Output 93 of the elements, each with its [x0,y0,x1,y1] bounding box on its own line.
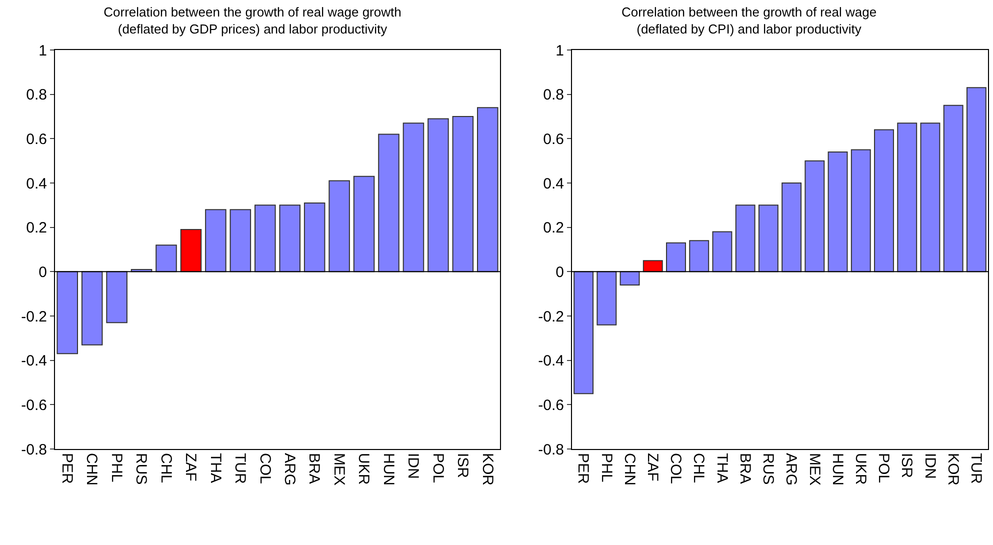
bar [328,180,350,272]
bar [402,122,424,272]
y-tick-label: -0.6 [538,396,564,414]
x-tick-label: COL [256,453,274,484]
bar [712,231,732,272]
x-tick-label: CHL [690,453,708,484]
x-tick-label: KOR [944,453,962,486]
bar [828,151,848,272]
bar [477,107,498,272]
bar [735,204,756,272]
x-tick-label: ZAF [182,453,200,482]
bar [620,271,640,286]
bar [205,209,226,272]
bar [452,116,474,272]
x-tick-label: POL [875,453,892,484]
bar [596,271,617,326]
x-tick-label: BRA [306,453,323,484]
bar [180,229,202,272]
x-tick-label: COL [667,453,684,484]
bar [850,149,871,272]
x-tick-label: CHN [83,453,100,486]
x-tick-label: RUS [760,453,777,485]
x-tick-label: UKR [355,453,372,485]
x-tick-label: PER [574,453,592,484]
bar [156,244,177,272]
y-tick-label: 1 [556,42,564,60]
bar [920,122,940,272]
y-tick-label: -0.2 [538,308,564,326]
y-tick-label: 0.4 [26,175,47,192]
bar [758,204,778,272]
x-tick-label: PER [58,453,76,484]
y-tick-label: 0.6 [26,130,47,148]
y-tick-label: -0.4 [21,352,47,370]
chart-title: Correlation between the growth of real wage (deflated by CPI) and labor productivity [621,4,877,36]
chart-title: Correlation between the growth of real wage growth (deflated by GDP prices) and labor productivity [104,4,402,36]
y-tick-label: -0.6 [21,396,47,414]
bar [689,240,710,272]
bar [897,122,918,272]
x-tick-label: CHN [620,453,638,486]
x-tick-label: TUR [968,453,985,484]
y-tick-label: -0.4 [538,352,564,370]
y-tick-label: 0.4 [543,175,564,192]
x-tick-label: TUR [232,453,249,484]
x-tick-label: ARG [782,453,800,486]
bar [81,271,103,346]
y-tick-label: 0.2 [26,220,47,237]
bar [642,260,663,272]
x-tick-label: PHL [108,453,125,482]
bar [574,271,594,394]
x-tick-label: ISR [454,453,472,478]
bar [254,204,276,272]
bar [966,87,986,272]
y-tick-label: 0 [38,264,47,281]
x-tick-label: IDN [404,453,422,479]
bar [353,176,375,272]
x-tick-label: MEX [330,453,348,486]
x-tick-label: KOR [478,453,496,486]
y-tick-label: 0.8 [543,86,564,104]
bar [666,242,686,272]
x-tick-label: CHL [157,453,174,484]
x-tick-label: THA [206,453,224,483]
y-tick-label: -0.8 [538,441,564,458]
y-tick-label: 1 [38,42,47,60]
x-tick-label: BRA [736,453,754,484]
x-tick-label: ISR [898,453,916,478]
bar [378,134,400,272]
x-tick-label: IDN [921,453,938,479]
x-tick-label: RUS [132,453,150,485]
bar [804,160,825,272]
bar [304,202,326,272]
bar [106,271,128,324]
y-tick-label: 0 [556,264,564,281]
bar [56,271,78,354]
y-tick-label: 0.2 [543,220,564,237]
x-tick-label: HUN [380,453,397,486]
bar [943,104,964,272]
bar [874,129,894,272]
bar [279,204,300,272]
y-tick-label: 0.6 [543,130,564,148]
x-tick-label: POL [429,453,446,484]
x-tick-label: UKR [852,453,870,485]
bar [428,118,449,272]
x-tick-label: ARG [280,453,298,486]
y-tick-label: -0.2 [21,308,47,326]
y-tick-label: 0.8 [26,86,47,104]
x-tick-label: HUN [828,453,846,486]
bar [230,209,252,272]
x-tick-label: THA [713,453,730,483]
x-tick-label: ZAF [644,453,662,482]
y-tick-label: -0.8 [21,441,47,458]
x-tick-label: PHL [598,453,615,482]
bar [782,182,802,272]
x-tick-label: MEX [806,453,823,486]
